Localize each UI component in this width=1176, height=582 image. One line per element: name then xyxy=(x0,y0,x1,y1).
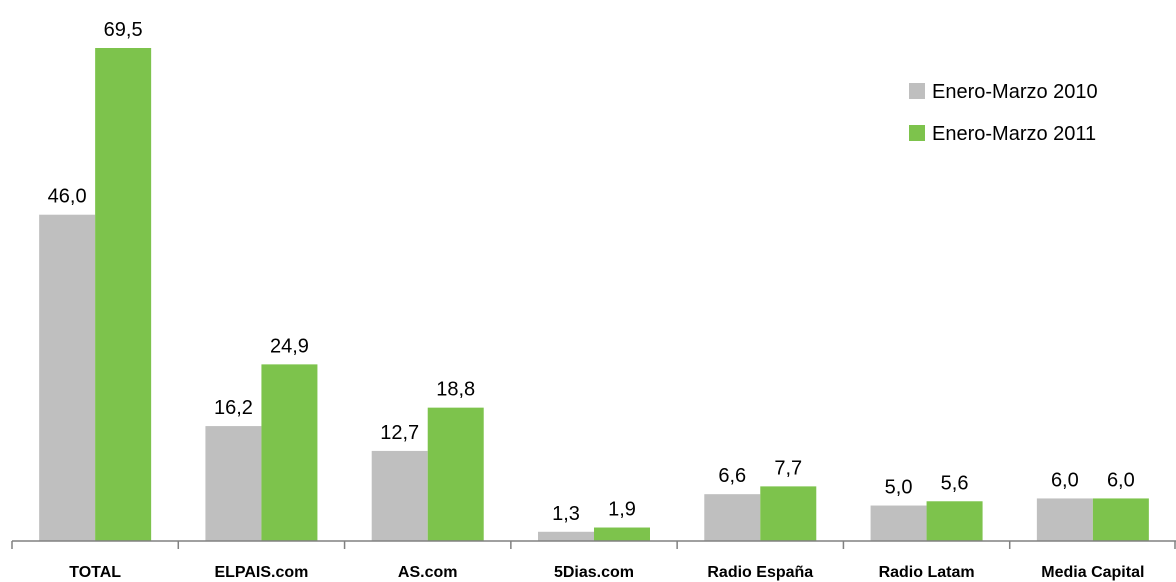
legend-label-series-1: Enero-Marzo 2010 xyxy=(932,81,1098,103)
category-label-as-com: AS.com xyxy=(398,564,458,581)
category-label-radio-espa-a: Radio España xyxy=(707,564,813,581)
bar-as-com-series-1 xyxy=(371,450,428,541)
bar-radio-espa-a-series-1 xyxy=(704,494,761,541)
bar-elpais-com-series-1 xyxy=(205,426,262,541)
value-label-media-capital-series-2: 6,0 xyxy=(1107,469,1135,491)
value-label-total-series-2: 69,5 xyxy=(104,19,143,41)
value-label-elpais-com-series-1: 16,2 xyxy=(214,397,253,419)
value-label-radio-latam-series-1: 5,0 xyxy=(885,477,913,499)
category-label-radio-latam: Radio Latam xyxy=(879,564,975,581)
value-label-5dias-com-series-2: 1,9 xyxy=(608,499,636,521)
bar-total-series-1 xyxy=(39,214,96,541)
value-label-radio-espa-a-series-2: 7,7 xyxy=(774,457,802,479)
value-label-radio-latam-series-2: 5,6 xyxy=(941,472,969,494)
bar-radio-latam-series-1 xyxy=(870,505,927,541)
value-label-5dias-com-series-1: 1,3 xyxy=(552,503,580,525)
bar-media-capital-series-2 xyxy=(1092,498,1149,541)
legend-label-series-2: Enero-Marzo 2011 xyxy=(932,123,1096,145)
category-label-total: TOTAL xyxy=(69,564,121,581)
bar-elpais-com-series-2 xyxy=(261,364,318,541)
bar-radio-espa-a-series-2 xyxy=(760,486,817,541)
bar-radio-latam-series-2 xyxy=(926,501,983,541)
value-label-radio-espa-a-series-1: 6,6 xyxy=(718,465,746,487)
value-labels-layer: 46,0 69,5 16,2 24,9 12,7 18,8 1,3 1,9 6,6 7,7 5,0 5… xyxy=(48,19,1135,525)
bar-media-capital-series-1 xyxy=(1036,498,1093,541)
bar-total-series-2 xyxy=(95,48,152,541)
legend-swatch-series-2 xyxy=(909,125,925,141)
value-label-as-com-series-2: 18,8 xyxy=(436,379,475,401)
bar-as-com-series-2 xyxy=(427,407,484,541)
value-label-elpais-com-series-2: 24,9 xyxy=(270,335,309,357)
bars-layer xyxy=(39,48,1149,541)
bar-5dias-com-series-1 xyxy=(538,531,594,541)
x-axis: TOTAL ELPAIS.com AS.com 5Dias.com Radio Espa… xyxy=(11,540,1176,581)
legend-swatch-series-1 xyxy=(909,83,925,99)
value-label-media-capital-series-1: 6,0 xyxy=(1051,469,1079,491)
category-label-5dias-com: 5Dias.com xyxy=(554,564,634,581)
bar-5dias-com-series-2 xyxy=(594,527,650,541)
category-label-media-capital: Media Capital xyxy=(1041,564,1144,581)
legend: Enero-Marzo 2010 Enero-Marzo 2011 xyxy=(909,81,1098,145)
value-label-as-com-series-1: 12,7 xyxy=(380,422,419,444)
category-label-elpais-com: ELPAIS.com xyxy=(214,564,308,581)
value-label-total-series-1: 46,0 xyxy=(48,186,87,208)
